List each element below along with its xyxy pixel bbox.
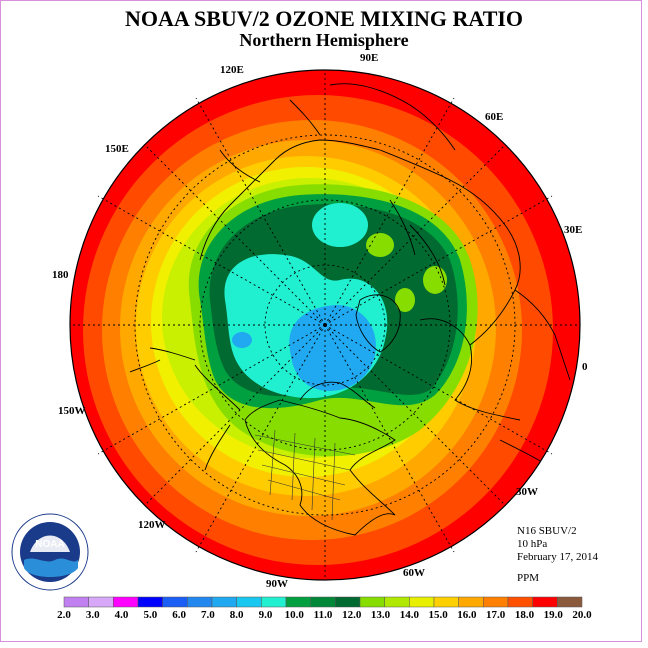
label-60e: 60E (485, 111, 503, 123)
colorbar-swatch (113, 596, 139, 608)
colorbar-swatch (310, 596, 336, 608)
colorbar-swatch (483, 596, 509, 608)
colorbar-swatch (88, 596, 114, 608)
colorbar-swatch (557, 596, 583, 608)
colorbar-swatch (384, 596, 410, 608)
colorbar-tick-label: 4.0 (115, 609, 129, 621)
colorbar-swatch (211, 596, 237, 608)
band-light-blue (289, 305, 376, 391)
info-units: PPM (517, 572, 540, 584)
colorbar-tick-label: 3.0 (86, 609, 100, 621)
label-150e: 150E (105, 143, 129, 155)
logo-text: NOAA (35, 539, 64, 550)
colorbar-tick-label: 9.0 (259, 609, 273, 621)
info-instrument: N16 SBUV/2 (517, 525, 577, 537)
label-120w: 120W (138, 519, 166, 531)
label-180: 180 (52, 269, 69, 281)
colorbar-tick-label: 18.0 (515, 609, 535, 621)
colorbar-swatch (261, 596, 287, 608)
colorbar-tick-label: 16.0 (457, 609, 477, 621)
coastlines (129, 83, 571, 536)
label-90w: 90W (266, 578, 288, 590)
colorbar-swatch (359, 596, 385, 608)
colorbar-tick-label: 15.0 (428, 609, 448, 621)
label-150w: 150W (58, 405, 86, 417)
colorbar-swatch (532, 596, 558, 608)
light-blue-cell (232, 332, 252, 348)
label-60w: 60W (403, 567, 425, 579)
colorbar-swatch (162, 596, 188, 608)
label-0: 0 (582, 361, 588, 373)
graticule (70, 70, 580, 580)
colorbar-swatch (285, 596, 311, 608)
colorbar-tick-label: 10.0 (285, 609, 305, 621)
colorbar-swatch (507, 596, 533, 608)
colorbar-tick-label: 5.0 (143, 609, 157, 621)
us-states-grid (254, 429, 356, 521)
colorbar-swatch (409, 596, 435, 608)
colorbar: 2.0 3.0 4.0 5.0 6.0 7.0 8.0 9.0 10.0 11.0 12.0 13.0… (57, 596, 592, 621)
colorbar-tick-label: 6.0 (172, 609, 186, 621)
colorbar-tick-label: 7.0 (201, 609, 215, 621)
colorbar-swatch (63, 596, 89, 608)
map-boundary (69, 69, 581, 581)
colorbar-swatch (236, 596, 262, 608)
label-30w: 30W (516, 486, 538, 498)
light-green-cell-2 (423, 266, 447, 294)
colorbar-tick-label: 17.0 (486, 609, 506, 621)
colorbar-swatch (137, 596, 163, 608)
map-title: NOAA SBUV/2 OZONE MIXING RATIO (124, 6, 524, 31)
colorbar-tick-label: 2.0 (57, 609, 71, 621)
label-120e: 120E (220, 64, 244, 76)
label-90e: 90E (360, 52, 378, 64)
colorbar-swatch (458, 596, 484, 608)
cyan-cell-north (312, 203, 368, 247)
info-level: 10 hPa (517, 538, 548, 550)
colorbar-tick-label: 20.0 (572, 609, 592, 621)
label-30e: 30E (564, 224, 582, 236)
colorbar-tick-label: 14.0 (400, 609, 420, 621)
colorbar-swatch (335, 596, 361, 608)
noaa-logo: NOAA (11, 513, 89, 591)
colorbar-swatch (187, 596, 213, 608)
ozone-field (70, 70, 580, 580)
light-green-cell-1 (366, 233, 394, 257)
colorbar-tick-label: 12.0 (342, 609, 362, 621)
colorbar-tick-label: 19.0 (544, 609, 564, 621)
colorbar-tick-label: 11.0 (314, 609, 333, 621)
info-date: February 17, 2014 (517, 551, 598, 563)
colorbar-tick-label: 13.0 (371, 609, 391, 621)
map-subtitle: Northern Hemisphere (239, 30, 409, 50)
light-green-cell-3 (395, 288, 415, 312)
colorbar-swatch (433, 596, 459, 608)
colorbar-tick-label: 8.0 (230, 609, 244, 621)
